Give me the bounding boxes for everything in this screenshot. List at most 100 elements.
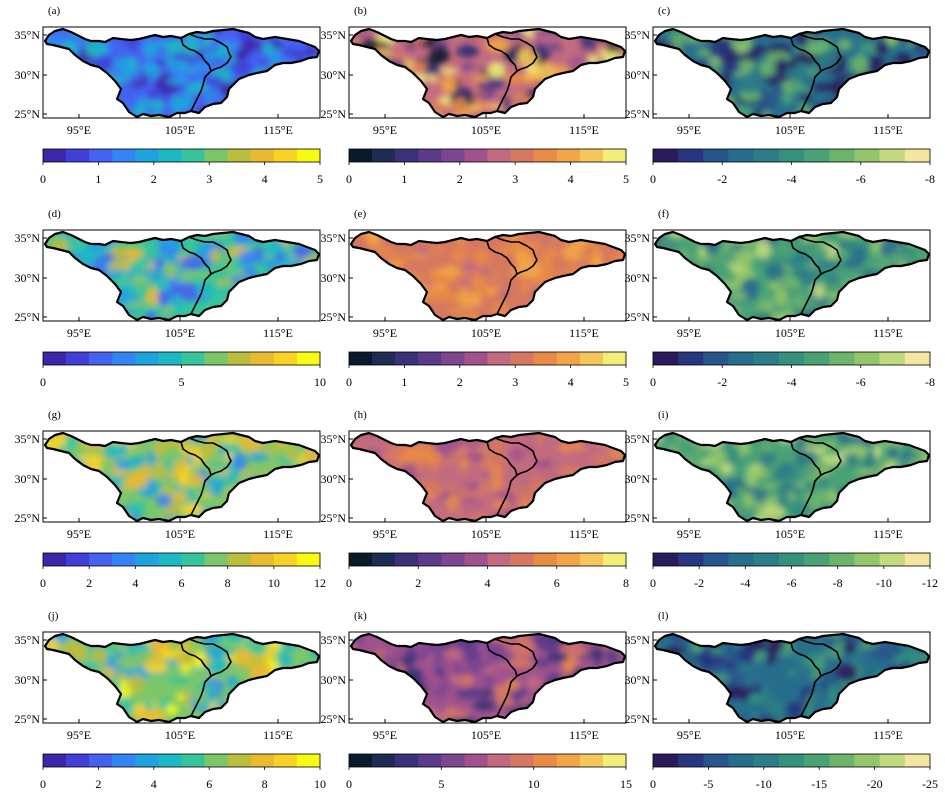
lon-tick-label: 105°E	[775, 123, 805, 137]
colorbar-swatch	[372, 553, 396, 566]
lat-tick-label: 25°N	[15, 511, 41, 525]
colorbar-tick-label: 2	[457, 172, 463, 186]
lat-tick-label: 35°N	[15, 633, 41, 647]
lat-tick-label: 25°N	[625, 712, 651, 726]
lat-tick-label: 35°N	[321, 28, 347, 42]
colorbar-swatch	[678, 553, 704, 566]
map-panel-g: (g) 35°N 30°N 25°N 95°E 105°E 115°E 0 2 4 6 8 10 12	[15, 409, 326, 590]
subbasin-boundary	[494, 33, 538, 72]
lon-tick-label: 105°E	[775, 728, 805, 742]
lon-tick-label: 115°E	[569, 527, 599, 541]
colorbar-tick-label: 4	[568, 375, 574, 389]
panel-label: (k)	[354, 610, 367, 622]
basin-outline	[653, 431, 931, 523]
map-panel-d: (d) 35°N 30°N 25°N 95°E 105°E 115°E 0 5 10	[15, 208, 326, 389]
lon-tick-label: 105°E	[471, 326, 501, 340]
lat-tick-label: 25°N	[625, 310, 651, 324]
colorbar-tick-label: -8	[925, 172, 935, 186]
basin-outline	[43, 632, 321, 724]
colorbar-swatch	[89, 149, 113, 162]
colorbar-swatch	[579, 754, 604, 767]
subbasin-boundary	[188, 437, 232, 476]
lon-tick-label: 95°E	[677, 326, 701, 340]
lat-tick-label: 35°N	[15, 28, 41, 42]
subbasin-boundary	[486, 37, 518, 112]
subbasin-boundary	[494, 638, 538, 677]
colorbar-swatch	[464, 352, 488, 365]
colorbar-swatch	[441, 553, 465, 566]
colorbar-swatch	[227, 149, 252, 162]
colorbar-swatch	[602, 149, 627, 162]
colorbar-tick-label: 3	[206, 172, 212, 186]
colorbar-swatch	[441, 352, 465, 365]
lon-tick-label: 115°E	[873, 728, 903, 742]
colorbar-swatch	[395, 553, 419, 566]
colorbar-tick-label: -2	[717, 375, 727, 389]
colorbar-swatch	[753, 754, 780, 767]
colorbar-swatch	[753, 352, 780, 365]
colorbar-tick-label: 10	[314, 375, 326, 389]
colorbar-swatch	[135, 754, 159, 767]
colorbar-swatch	[728, 553, 755, 566]
colorbar-swatch	[904, 553, 931, 566]
colorbar-swatch	[349, 149, 373, 162]
colorbar-swatch	[487, 754, 511, 767]
colorbar-swatch	[487, 149, 511, 162]
colorbar-tick-label: -6	[856, 375, 866, 389]
colorbar-tick-label: 6	[179, 576, 185, 590]
colorbar-swatch	[227, 754, 252, 767]
colorbar: 0 2 4 6 8 10	[40, 753, 326, 791]
colorbar-tick-label: 0	[346, 576, 352, 590]
colorbar-swatch	[804, 149, 830, 162]
colorbar-swatch	[579, 553, 604, 566]
colorbar-swatch	[778, 754, 805, 767]
colorbar-swatch	[273, 149, 298, 162]
colorbar-swatch	[602, 553, 627, 566]
lon-tick-label: 115°E	[873, 326, 903, 340]
colorbar-swatch	[296, 553, 321, 566]
map-panel-k: (k) 35°N 30°N 25°N 95°E 105°E 115°E 0 5 10 15	[321, 610, 632, 791]
map-panel-h: (h) 35°N 30°N 25°N 95°E 105°E 115°E 0 2 4 6 8	[321, 409, 629, 590]
colorbar-tick-label: -8	[833, 576, 843, 590]
lon-tick-label: 105°E	[471, 728, 501, 742]
map-panel-e: (e) 35°N 30°N 25°N 95°E 105°E 115°E 0 1 2 3 4 5	[321, 208, 629, 389]
lat-tick-label: 25°N	[321, 107, 347, 121]
panel-label: (e)	[354, 208, 367, 220]
colorbar-swatch	[66, 553, 90, 566]
lat-tick-label: 35°N	[625, 28, 651, 42]
colorbar: 0 2 4 6 8	[346, 552, 629, 590]
colorbar-swatch	[43, 553, 67, 566]
colorbar-swatch	[464, 553, 488, 566]
colorbar-swatch	[158, 754, 182, 767]
subbasin-boundary	[188, 33, 232, 72]
colorbar-swatch	[510, 754, 534, 767]
colorbar-tick-label: -25	[922, 777, 938, 791]
lon-tick-label: 95°E	[373, 728, 397, 742]
lat-tick-label: 30°N	[625, 673, 651, 687]
colorbar-tick-label: -12	[922, 576, 938, 590]
colorbar-swatch	[395, 352, 419, 365]
colorbar-swatch	[181, 149, 205, 162]
basin-outline	[43, 230, 321, 322]
colorbar-tick-label: -6	[856, 172, 866, 186]
colorbar-swatch	[112, 553, 136, 566]
colorbar-swatch	[653, 352, 679, 365]
panel-label: (c)	[658, 5, 671, 17]
colorbar-tick-label: 6	[206, 777, 212, 791]
colorbar-swatch	[349, 553, 373, 566]
colorbar-tick-label: 0	[40, 777, 46, 791]
subbasin-boundary	[798, 236, 842, 275]
colorbar-tick-label: 4	[485, 576, 491, 590]
lon-tick-label: 95°E	[373, 123, 397, 137]
lon-tick-label: 105°E	[775, 326, 805, 340]
colorbar-tick-label: 1	[401, 375, 407, 389]
colorbar-swatch	[904, 149, 931, 162]
colorbar-tick-label: -10	[876, 576, 892, 590]
lon-tick-label: 105°E	[471, 123, 501, 137]
lat-tick-label: 30°N	[15, 271, 41, 285]
colorbar-tick-label: 10	[528, 777, 540, 791]
colorbar-swatch	[703, 352, 729, 365]
colorbar-swatch	[135, 149, 159, 162]
lat-tick-label: 30°N	[321, 673, 347, 687]
lat-tick-label: 25°N	[321, 712, 347, 726]
